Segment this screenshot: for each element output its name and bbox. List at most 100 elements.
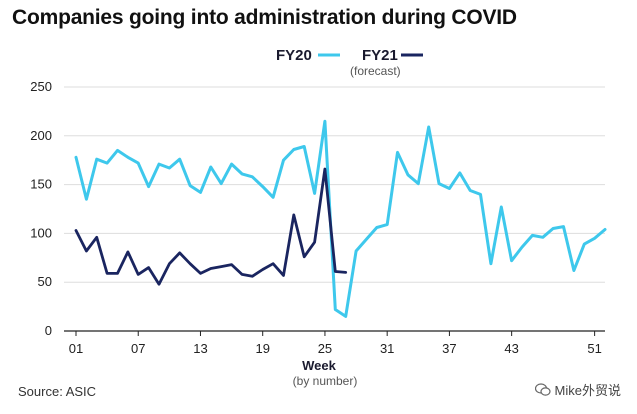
data-point-fy21-w4 xyxy=(106,272,109,275)
data-point-fy21-w3 xyxy=(95,236,98,239)
data-point-fy21-w27 xyxy=(344,271,347,274)
data-point-fy20-w2 xyxy=(85,198,88,201)
data-point-fy21-w16 xyxy=(230,263,233,266)
data-point-fy20-w48 xyxy=(562,225,565,228)
y-tick-label-100: 100 xyxy=(30,225,52,240)
data-point-fy20-w36 xyxy=(438,182,441,185)
data-point-fy20-w34 xyxy=(417,182,420,185)
data-point-fy20-w13 xyxy=(199,191,202,194)
y-tick-label-250: 250 xyxy=(30,79,52,94)
data-point-fy20-w19 xyxy=(261,185,264,188)
data-point-fy20-w47 xyxy=(552,227,555,230)
data-point-fy21-w12 xyxy=(189,262,192,265)
series-line-fy21 xyxy=(74,167,348,286)
data-point-fy20-w3 xyxy=(95,158,98,161)
data-point-fy20-w52 xyxy=(604,228,607,231)
data-point-fy20-w14 xyxy=(209,166,212,169)
data-point-fy20-w49 xyxy=(573,269,576,272)
data-point-fy21-w23 xyxy=(303,255,306,258)
data-point-fy20-w7 xyxy=(137,162,140,165)
data-point-fy21-w5 xyxy=(116,272,119,275)
data-point-fy20-w46 xyxy=(541,236,544,239)
data-point-fy20-w29 xyxy=(365,238,368,241)
wechat-icon xyxy=(534,382,551,396)
data-point-fy20-w35 xyxy=(427,126,430,129)
x-tick-label-01: 01 xyxy=(69,341,83,356)
watermark: Mike外贸说 xyxy=(534,380,621,399)
data-point-fy20-w50 xyxy=(583,243,586,246)
data-point-fy20-w16 xyxy=(230,163,233,166)
data-point-fy21-w20 xyxy=(272,262,275,265)
data-point-fy20-w44 xyxy=(521,246,524,249)
data-point-fy20-w8 xyxy=(147,185,150,188)
data-point-fy20-w21 xyxy=(282,159,285,162)
x-tick-label-51: 51 xyxy=(587,341,601,356)
x-tick-label-43: 43 xyxy=(504,341,518,356)
data-point-fy20-w1 xyxy=(75,156,78,159)
x-axis-ticks: 01 07 13 19 25 31 37 43 51 xyxy=(69,331,602,356)
data-point-fy20-w43 xyxy=(510,259,513,262)
data-point-fy21-w19 xyxy=(261,268,264,271)
y-tick-label-200: 200 xyxy=(30,128,52,143)
data-point-fy20-w41 xyxy=(490,262,493,265)
data-point-fy21-w24 xyxy=(313,241,316,244)
watermark-text: Mike外贸说 xyxy=(554,383,621,398)
data-point-fy21-w21 xyxy=(282,274,285,277)
y-tick-label-50: 50 xyxy=(38,274,52,289)
data-point-fy21-w13 xyxy=(199,272,202,275)
data-point-fy20-w40 xyxy=(479,193,482,196)
data-point-fy20-w45 xyxy=(531,234,534,237)
data-point-fy21-w11 xyxy=(178,252,181,255)
data-point-fy21-w17 xyxy=(241,273,244,276)
y-tick-label-0: 0 xyxy=(45,323,52,338)
data-point-fy20-w18 xyxy=(251,175,254,178)
data-point-fy21-w2 xyxy=(85,250,88,253)
data-point-fy20-w11 xyxy=(178,158,181,161)
data-point-fy21-w6 xyxy=(127,251,130,254)
data-point-fy21-w26 xyxy=(334,270,337,273)
x-tick-label-13: 13 xyxy=(193,341,207,356)
series-lines xyxy=(74,119,607,318)
x-tick-label-19: 19 xyxy=(255,341,269,356)
data-point-fy20-w25 xyxy=(324,120,327,123)
data-point-fy20-w32 xyxy=(396,151,399,154)
data-point-fy20-w24 xyxy=(313,192,316,195)
data-point-fy20-w51 xyxy=(593,237,596,240)
data-point-fy20-w20 xyxy=(272,196,275,199)
data-point-fy20-w42 xyxy=(500,206,503,209)
data-point-fy20-w17 xyxy=(241,173,244,176)
chart-title: Companies going into administration duri… xyxy=(12,6,517,29)
data-point-fy21-w10 xyxy=(168,262,171,265)
data-point-fy20-w39 xyxy=(469,189,472,192)
x-axis-sublabel: (by number) xyxy=(293,374,358,388)
data-point-fy20-w5 xyxy=(116,149,119,152)
data-point-fy21-w18 xyxy=(251,275,254,278)
data-point-fy20-w33 xyxy=(407,173,410,176)
source-label: Source: ASIC xyxy=(18,384,97,399)
x-axis-label: Week xyxy=(302,358,336,373)
data-point-fy20-w26 xyxy=(334,308,337,311)
data-point-fy20-w23 xyxy=(303,145,306,148)
data-point-fy21-w7 xyxy=(137,273,140,276)
x-tick-label-37: 37 xyxy=(442,341,456,356)
data-point-fy20-w27 xyxy=(344,315,347,318)
data-point-fy21-w25 xyxy=(324,168,327,171)
legend-label-fy20: FY20 xyxy=(276,47,312,64)
series-line-fy20 xyxy=(74,119,607,318)
data-point-fy21-w9 xyxy=(158,283,161,286)
data-point-fy20-w30 xyxy=(375,226,378,229)
data-point-fy20-w31 xyxy=(386,223,389,226)
data-point-fy20-w6 xyxy=(127,156,130,159)
data-point-fy21-w1 xyxy=(75,229,78,232)
legend-sublabel-fy21: (forecast) xyxy=(350,64,401,78)
data-point-fy20-w12 xyxy=(189,184,192,187)
data-point-fy20-w28 xyxy=(355,250,358,253)
data-point-fy20-w4 xyxy=(106,162,109,165)
legend: FY20 FY21 (forecast) xyxy=(276,47,423,78)
data-point-fy20-w37 xyxy=(448,187,451,190)
y-tick-label-150: 150 xyxy=(30,177,52,192)
data-point-fy21-w15 xyxy=(220,265,223,268)
y-axis-ticks: 0 50 100 150 200 250 xyxy=(30,79,52,338)
data-point-fy21-w22 xyxy=(292,214,295,217)
